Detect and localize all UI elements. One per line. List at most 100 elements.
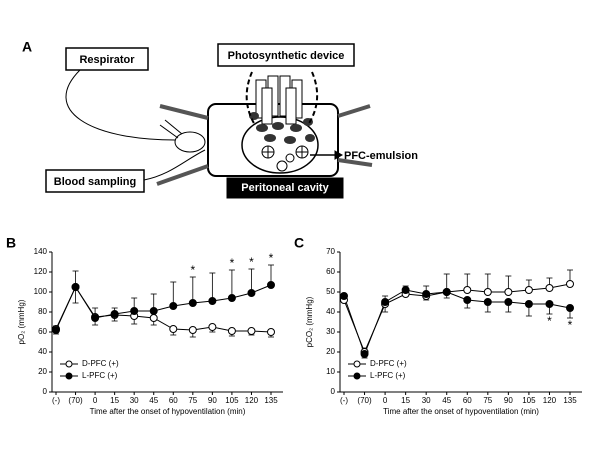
x-tick-label: 75 xyxy=(188,396,197,405)
point xyxy=(504,298,513,306)
significance: * xyxy=(230,256,235,270)
point xyxy=(149,307,158,315)
point xyxy=(381,298,390,306)
point xyxy=(208,323,217,331)
point xyxy=(267,328,275,336)
cylinders xyxy=(255,75,303,125)
x-tick-label: (70) xyxy=(357,396,372,405)
significance: * xyxy=(568,318,573,332)
point xyxy=(110,310,119,318)
y-tick-label: 120 xyxy=(34,267,48,276)
point xyxy=(227,294,236,302)
point xyxy=(422,290,431,298)
respirator-label: Respirator xyxy=(79,54,135,66)
y-tick-label: 0 xyxy=(43,387,48,396)
blood-label: Blood sampling xyxy=(54,176,137,188)
point xyxy=(463,286,472,294)
cavity xyxy=(241,116,319,174)
x-tick-label: 60 xyxy=(169,396,178,405)
panel-label: B xyxy=(6,235,16,251)
tube xyxy=(159,119,183,139)
particles xyxy=(249,112,315,144)
x-tick-label: (-) xyxy=(52,396,60,405)
legend-label: L-PFC (+) xyxy=(370,371,406,380)
y-tick-label: 140 xyxy=(34,247,48,256)
x-tick-label: (70) xyxy=(68,396,83,405)
blood-box xyxy=(45,169,145,193)
point xyxy=(524,300,533,308)
legend-label: D-PFC (+) xyxy=(370,359,407,368)
cavity-box xyxy=(226,177,344,199)
point xyxy=(463,296,472,304)
point xyxy=(149,314,158,322)
x-tick-label: 45 xyxy=(442,396,451,405)
point xyxy=(247,327,256,335)
lung xyxy=(174,131,206,153)
point xyxy=(169,325,178,333)
point xyxy=(483,298,492,306)
y-tick-label: 10 xyxy=(326,367,335,376)
x-tick-label: 0 xyxy=(93,396,98,405)
dashed-outline xyxy=(245,71,319,126)
point xyxy=(267,281,275,289)
chart: C 0 10 20 30 40 50 60 70 (-) (70) 0 15 30 45 60 75 90 105 1… xyxy=(294,235,582,416)
series-line xyxy=(343,283,571,354)
arrow-head xyxy=(334,150,344,160)
x-tick-label: 90 xyxy=(208,396,217,405)
point xyxy=(208,297,217,305)
point xyxy=(188,326,197,334)
significance: * xyxy=(547,314,552,328)
emulsion-label: PFC-emulsion xyxy=(344,150,418,162)
x-axis-label: Time after the onset of hypoventilation … xyxy=(383,407,539,416)
device-label: Photosynthetic device xyxy=(228,50,345,62)
point xyxy=(566,280,574,288)
point xyxy=(483,288,492,296)
cavity-label: Peritoneal cavity xyxy=(241,182,329,194)
x-tick-label: 75 xyxy=(483,396,492,405)
x-tick-label: 30 xyxy=(422,396,431,405)
panel-label: A xyxy=(22,39,32,55)
x-tick-label: 135 xyxy=(563,396,577,405)
device-box xyxy=(217,43,355,67)
point xyxy=(401,286,410,294)
point xyxy=(71,283,80,291)
significance: * xyxy=(249,255,254,269)
y-tick-label: 60 xyxy=(326,267,335,276)
series-line xyxy=(55,285,272,333)
limb xyxy=(156,104,373,186)
y-tick-label: 20 xyxy=(326,347,335,356)
diagram: A Respirator Blood sampling Photosynthet… xyxy=(22,39,418,199)
point xyxy=(545,300,554,308)
tube xyxy=(143,149,206,181)
y-tick-label: 70 xyxy=(326,247,335,256)
x-tick-label: 45 xyxy=(149,396,158,405)
x-tick-label: 120 xyxy=(543,396,557,405)
point xyxy=(247,289,256,297)
plus xyxy=(262,146,308,158)
point xyxy=(524,286,533,294)
respirator-box xyxy=(65,47,149,71)
y-tick-label: 100 xyxy=(34,287,48,296)
x-tick-label: 90 xyxy=(504,396,513,405)
x-tick-label: 120 xyxy=(245,396,259,405)
x-tick-label: (-) xyxy=(340,396,348,405)
legend-label: L-PFC (+) xyxy=(82,371,118,380)
point xyxy=(545,284,554,292)
point xyxy=(442,288,451,296)
y-axis-label: pO₂ (mmHg) xyxy=(17,299,26,344)
y-axis-label: pCO₂ (mmHg) xyxy=(305,296,314,347)
point xyxy=(169,302,178,310)
panel-label: C xyxy=(294,235,304,251)
x-tick-label: 30 xyxy=(130,396,139,405)
point xyxy=(340,292,348,300)
x-tick-label: 15 xyxy=(401,396,410,405)
point xyxy=(188,299,197,307)
point xyxy=(360,350,369,358)
chart: B 0 20 40 60 80 100 120 140 (-) (70) 0 15 30 45 60 75 90 1… xyxy=(6,235,283,416)
y-tick-label: 0 xyxy=(331,387,336,396)
legend-swatch xyxy=(65,360,73,368)
y-tick-label: 30 xyxy=(326,327,335,336)
y-tick-label: 80 xyxy=(38,307,47,316)
y-tick-label: 40 xyxy=(326,307,335,316)
